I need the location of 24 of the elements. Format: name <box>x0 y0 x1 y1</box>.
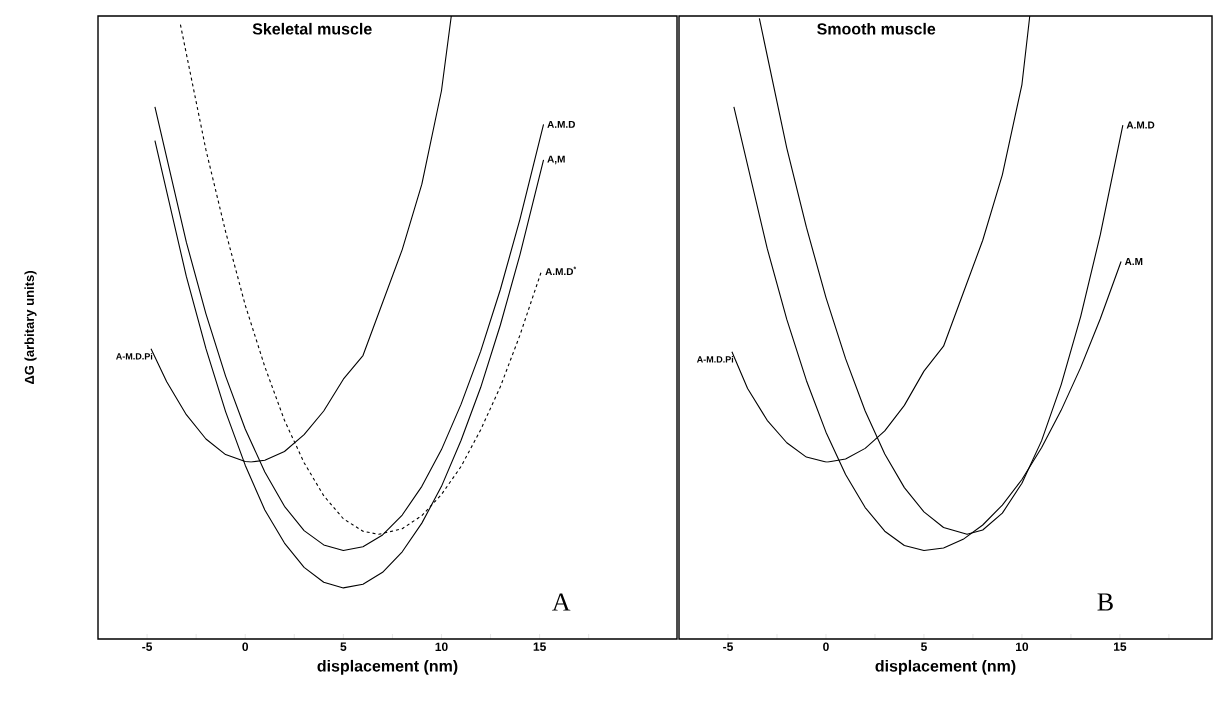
series-label: A.M.D$^{*}$ <box>545 266 577 276</box>
series-label: A.M.D <box>547 120 575 128</box>
x-tick-label: -5 <box>142 642 153 651</box>
x-tick-label: -5 <box>723 642 733 651</box>
annotation: A <box>552 593 571 611</box>
series-label: A-M.D.Pi <box>696 355 734 363</box>
x-axis-title: displacement (nm) <box>875 659 1016 675</box>
series-label: A,M <box>547 155 565 165</box>
x-tick-label: 15 <box>1113 642 1127 651</box>
x-tick-label: 15 <box>533 642 546 651</box>
annotation: B <box>1097 593 1113 611</box>
x-tick-label: 0 <box>242 642 249 652</box>
chart-title: Smooth muscle <box>817 22 936 35</box>
x-tick-label: 0 <box>823 642 829 652</box>
x-tick-label: 10 <box>1016 642 1029 652</box>
x-tick-label: 10 <box>435 642 448 652</box>
chart-title: Skeletal muscle <box>252 22 372 35</box>
series-label: A.M <box>1124 258 1143 265</box>
x-tick-label: 5 <box>921 642 927 651</box>
x-tick-label: 5 <box>340 642 347 651</box>
y-axis-title: ΔG (arbitary units) <box>24 271 37 385</box>
series-label: A-M.D.Pi <box>116 352 153 360</box>
series-label: A.M.D <box>1126 121 1155 129</box>
x-axis-title: displacement (nm) <box>317 659 458 675</box>
